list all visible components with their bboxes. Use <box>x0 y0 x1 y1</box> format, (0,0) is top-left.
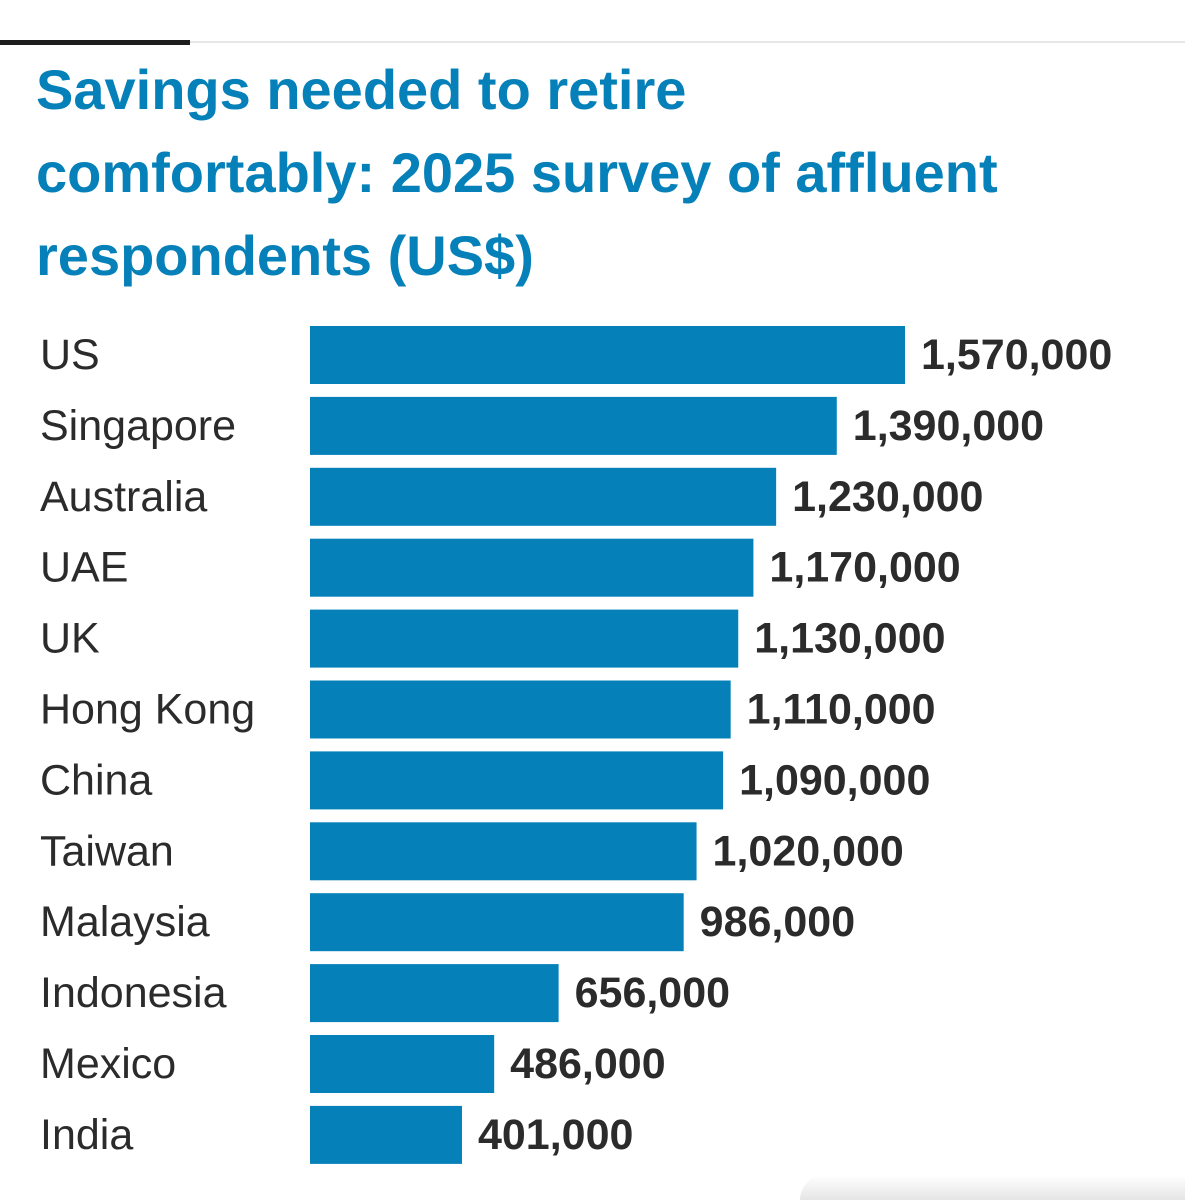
value-label: 1,090,000 <box>739 756 930 804</box>
value-label: 1,110,000 <box>747 686 936 734</box>
category-label: India <box>40 1111 133 1159</box>
value-label: 1,230,000 <box>792 473 983 521</box>
value-label: 986,000 <box>700 898 855 946</box>
bar <box>310 964 559 1023</box>
top-divider <box>0 41 1185 43</box>
value-label: 401,000 <box>478 1111 633 1159</box>
value-label: 1,170,000 <box>769 544 960 592</box>
category-label: Malaysia <box>40 898 210 946</box>
top-accent-rule <box>0 40 190 45</box>
chart-title: Savings needed to retire comfortably: 20… <box>36 58 998 287</box>
value-label: 656,000 <box>575 969 730 1017</box>
category-label: Mexico <box>40 1040 176 1088</box>
bar <box>310 822 697 881</box>
category-label: Singapore <box>40 402 236 450</box>
bar <box>310 893 684 952</box>
value-label: 486,000 <box>510 1040 665 1088</box>
bar <box>310 396 837 455</box>
bar <box>310 680 731 739</box>
bar <box>310 751 724 810</box>
bar <box>310 538 754 597</box>
value-label: 1,390,000 <box>853 402 1044 450</box>
bar <box>310 467 777 526</box>
category-label: Hong Kong <box>40 686 255 734</box>
category-label: UAE <box>40 544 128 592</box>
category-label: UK <box>40 615 100 663</box>
page-edge-shadow <box>800 1175 1185 1200</box>
value-label: 1,130,000 <box>754 615 945 663</box>
category-label: China <box>40 756 152 804</box>
category-label: Australia <box>40 473 207 521</box>
category-label: Indonesia <box>40 969 227 1017</box>
category-label: Taiwan <box>40 827 174 875</box>
bar <box>310 609 739 668</box>
bar <box>310 1105 462 1164</box>
bar <box>310 326 905 384</box>
value-label: 1,570,000 <box>921 331 1112 379</box>
value-label: 1,020,000 <box>713 827 904 875</box>
category-label: US <box>40 331 100 379</box>
bar <box>310 1035 495 1093</box>
